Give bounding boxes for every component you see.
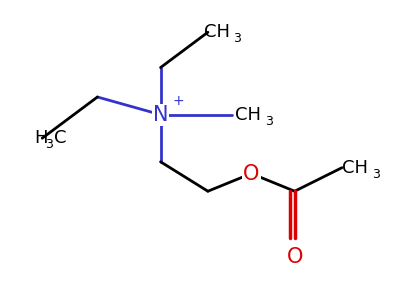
Text: 3: 3 xyxy=(45,138,53,151)
Text: 3: 3 xyxy=(265,115,273,128)
Text: 3: 3 xyxy=(234,32,242,45)
Text: O: O xyxy=(243,164,260,184)
Text: CH: CH xyxy=(236,106,262,124)
Text: N: N xyxy=(153,105,168,125)
Text: C: C xyxy=(54,129,66,147)
Text: CH: CH xyxy=(204,23,230,41)
Text: H: H xyxy=(34,129,48,147)
Text: +: + xyxy=(172,94,184,108)
Text: CH: CH xyxy=(342,159,368,177)
Text: O: O xyxy=(286,247,303,267)
Text: 3: 3 xyxy=(372,168,380,181)
